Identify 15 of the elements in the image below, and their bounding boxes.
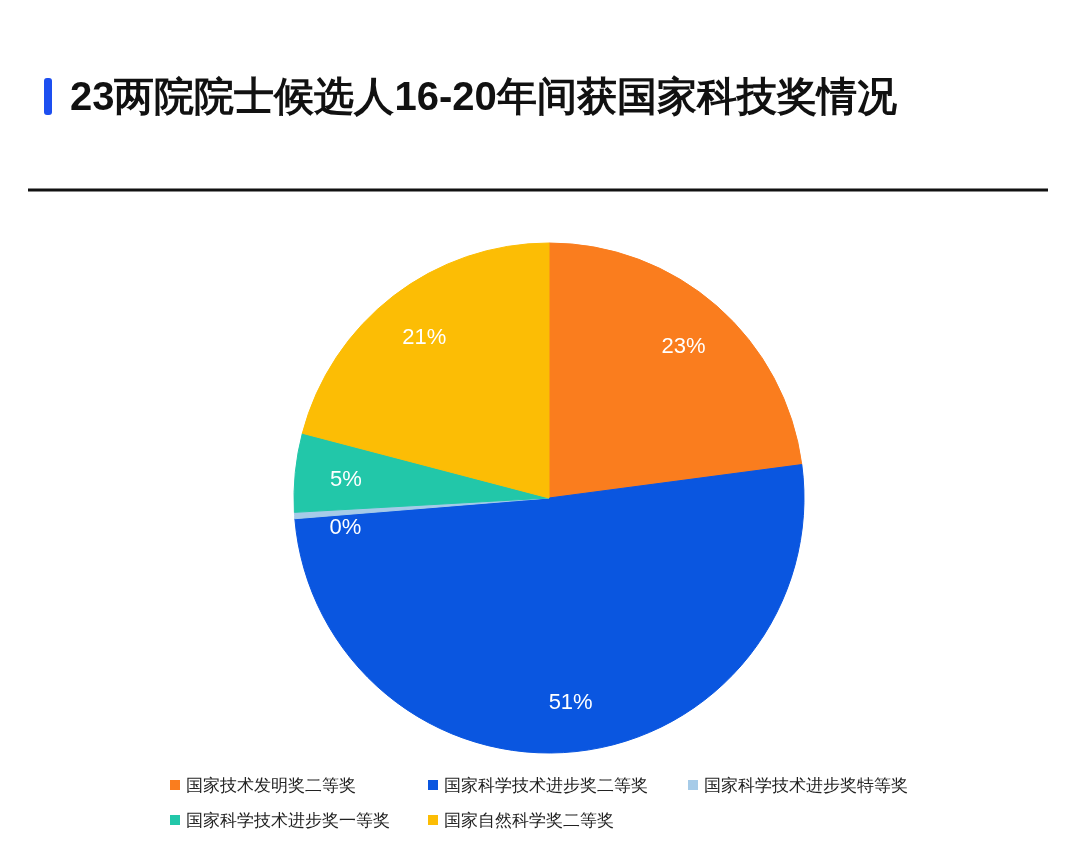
pie-slice (548, 242, 803, 499)
legend-label: 国家自然科学奖二等奖 (444, 811, 614, 830)
data-label: 5% (330, 465, 362, 491)
legend-label: 国家科学技术进步奖二等奖 (444, 776, 648, 795)
legend-label: 国家科学技术进步奖一等奖 (186, 811, 390, 830)
legend-label: 国家科学技术进步奖特等奖 (704, 776, 908, 795)
pie-slice (293, 432, 550, 513)
data-label: 0% (329, 514, 362, 540)
pie-slice (301, 242, 550, 499)
chart-title: 23两院院士候选人16-20年间获国家科技奖情况 (70, 74, 897, 118)
data-label: 21% (402, 324, 447, 350)
data-label: 51% (548, 688, 593, 714)
legend-label: 国家技术发明奖二等奖 (186, 776, 356, 795)
pie-slice (294, 464, 805, 754)
data-label: 23% (661, 332, 706, 358)
